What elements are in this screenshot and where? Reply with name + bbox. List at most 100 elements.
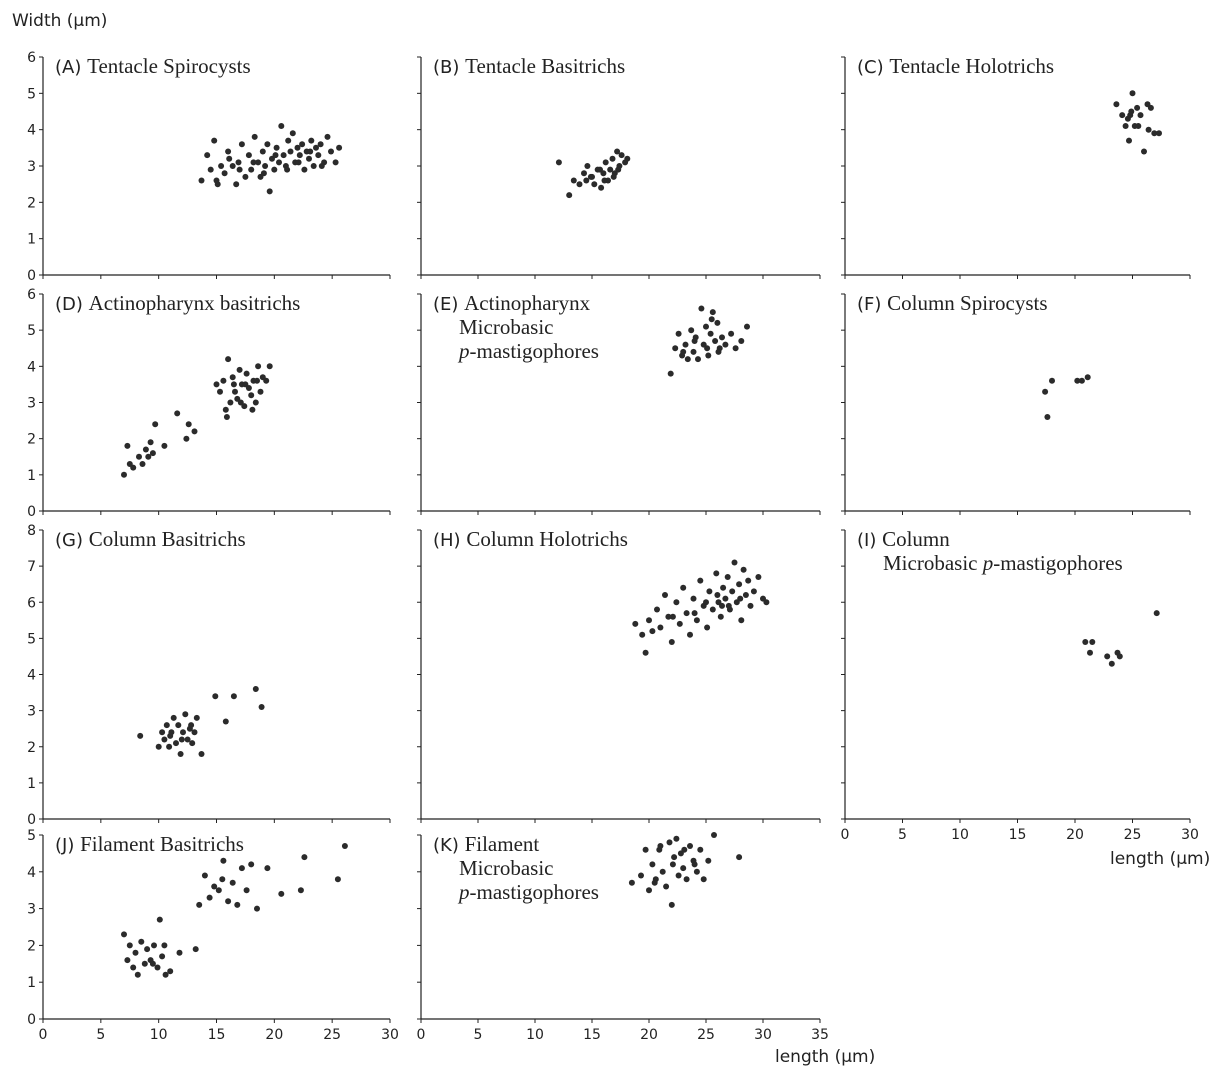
panel-title: (D) Actinopharynx basitrichs xyxy=(55,291,300,315)
panel-title-line: Column Basitrichs xyxy=(89,527,246,551)
data-point xyxy=(155,743,162,750)
panel-letter: (B) xyxy=(433,57,465,78)
panel-title-line: Tentacle Spirocysts xyxy=(87,54,251,78)
data-point xyxy=(198,177,205,184)
data-point xyxy=(614,148,621,155)
data-point xyxy=(693,868,700,875)
data-point xyxy=(154,964,161,971)
data-point xyxy=(284,166,291,173)
y-tick-label: 4 xyxy=(27,359,36,375)
data-point xyxy=(266,188,273,195)
x-tick-label: 15 xyxy=(583,1027,601,1043)
data-point xyxy=(307,148,314,155)
data-point xyxy=(230,381,237,388)
data-point xyxy=(232,388,238,395)
data-point xyxy=(1141,148,1147,155)
data-point xyxy=(687,631,693,638)
data-point xyxy=(673,599,680,606)
data-point xyxy=(130,964,137,971)
data-point xyxy=(176,949,183,956)
data-point xyxy=(1137,112,1144,119)
data-point xyxy=(271,166,278,173)
data-point xyxy=(173,740,179,747)
data-point xyxy=(221,170,228,177)
data-point xyxy=(713,570,720,577)
data-point xyxy=(260,170,267,177)
data-point xyxy=(691,338,698,344)
y-tick-label: 1 xyxy=(27,232,36,248)
data-point xyxy=(149,960,156,967)
data-point xyxy=(249,406,256,413)
data-point xyxy=(310,163,317,169)
data-point xyxy=(691,861,698,868)
data-point xyxy=(680,584,687,591)
x-tick-label: 10 xyxy=(150,1027,168,1043)
data-point xyxy=(719,602,725,609)
panel-letter: (E) xyxy=(433,294,464,315)
panel-c: (C) Tentacle Holotrichs xyxy=(841,54,1191,279)
data-point xyxy=(141,960,148,967)
data-point xyxy=(1084,374,1091,381)
data-point xyxy=(1119,112,1126,119)
data-point xyxy=(313,144,319,151)
data-point xyxy=(732,345,739,352)
data-point xyxy=(238,141,245,148)
x-tick-label: 0 xyxy=(417,1027,426,1043)
panel-letter: (F) xyxy=(857,294,887,315)
panel-title: (F) Column Spirocysts xyxy=(857,291,1048,315)
data-point xyxy=(245,152,252,159)
data-point xyxy=(211,883,218,890)
data-point xyxy=(280,152,287,159)
data-point xyxy=(254,905,260,912)
data-point xyxy=(183,435,190,442)
data-point xyxy=(1127,112,1134,119)
data-point xyxy=(666,839,673,846)
y-tick-label: 0 xyxy=(27,812,36,828)
data-point xyxy=(649,628,656,635)
data-point xyxy=(188,722,195,729)
data-point xyxy=(219,876,226,883)
y-tick-label: 2 xyxy=(27,195,36,211)
y-tick-label: 2 xyxy=(27,740,36,756)
x-tick-label: 15 xyxy=(208,1027,226,1043)
data-point xyxy=(681,846,688,853)
data-point xyxy=(152,421,159,428)
panel-letter: (D) xyxy=(55,294,89,315)
data-point xyxy=(717,613,724,620)
data-point xyxy=(581,170,587,177)
data-point xyxy=(332,159,339,166)
data-point xyxy=(263,377,270,384)
x-tick-label: 0 xyxy=(39,1027,48,1043)
panel-title: (J) Filament Basitrichs xyxy=(55,832,244,856)
data-point xyxy=(704,624,711,631)
data-point xyxy=(731,559,738,566)
data-point xyxy=(258,704,265,710)
x-tick-label: 15 xyxy=(1009,827,1027,843)
y-tick-label: 0 xyxy=(27,504,36,520)
y-tick-label: 0 xyxy=(27,268,36,284)
data-point xyxy=(192,946,199,953)
data-point xyxy=(161,442,168,449)
data-point xyxy=(136,453,142,460)
data-point xyxy=(738,617,745,624)
panel-letter: (C) xyxy=(857,57,889,78)
data-point xyxy=(196,901,203,908)
panel-title: (K) Filament Microbasic p-mastigophores xyxy=(433,832,599,904)
data-point xyxy=(750,588,757,595)
data-point xyxy=(738,338,745,344)
data-point xyxy=(672,345,679,352)
data-point xyxy=(566,192,573,199)
data-point xyxy=(683,610,690,617)
x-tick-label: 30 xyxy=(1181,827,1199,843)
data-point xyxy=(719,334,725,341)
data-point xyxy=(220,377,227,384)
data-point xyxy=(675,872,682,879)
data-point xyxy=(295,159,302,166)
data-point xyxy=(204,152,211,159)
x-tick-label: 20 xyxy=(640,1027,658,1043)
data-point xyxy=(700,876,707,883)
panel-a: 0 1 2 3 4 5 6 (A) Tentacle Spirocysts xyxy=(27,50,391,284)
panel-letter: (J) xyxy=(55,835,80,856)
y-tick-label: 6 xyxy=(27,595,36,611)
